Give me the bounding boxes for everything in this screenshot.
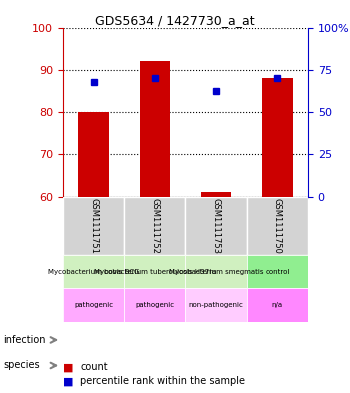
Text: Mycobacterium smegmatis: Mycobacterium smegmatis	[169, 268, 263, 275]
FancyBboxPatch shape	[247, 288, 308, 322]
Text: ■: ■	[63, 362, 74, 373]
Text: non-pathogenic: non-pathogenic	[189, 302, 244, 309]
Bar	[201, 193, 231, 196]
Text: pathogenic: pathogenic	[74, 302, 113, 309]
FancyBboxPatch shape	[124, 196, 186, 255]
FancyBboxPatch shape	[63, 288, 124, 322]
FancyBboxPatch shape	[247, 255, 308, 288]
Bar	[262, 78, 293, 196]
Text: percentile rank within the sample: percentile rank within the sample	[80, 376, 245, 386]
Text: n/a: n/a	[272, 302, 283, 309]
Text: GSM1111753: GSM1111753	[212, 198, 220, 253]
Bar	[140, 61, 170, 196]
Text: Mycobacterium bovis BCG: Mycobacterium bovis BCG	[48, 268, 139, 275]
FancyBboxPatch shape	[124, 288, 186, 322]
Text: species: species	[4, 360, 40, 371]
Text: GSM1111751: GSM1111751	[89, 198, 98, 253]
FancyBboxPatch shape	[247, 196, 308, 255]
Text: GDS5634 / 1427730_a_at: GDS5634 / 1427730_a_at	[95, 14, 255, 27]
Text: Mycobacterium tuberculosis H37ra: Mycobacterium tuberculosis H37ra	[94, 268, 216, 275]
Text: ■: ■	[63, 376, 74, 386]
Bar	[78, 112, 109, 196]
FancyBboxPatch shape	[186, 288, 247, 322]
Text: count: count	[80, 362, 108, 373]
FancyBboxPatch shape	[63, 255, 124, 288]
Text: pathogenic: pathogenic	[135, 302, 174, 309]
Text: infection: infection	[4, 335, 46, 345]
FancyBboxPatch shape	[186, 196, 247, 255]
FancyBboxPatch shape	[63, 196, 124, 255]
FancyBboxPatch shape	[124, 255, 186, 288]
Text: GSM1111750: GSM1111750	[273, 198, 282, 253]
FancyBboxPatch shape	[186, 255, 247, 288]
Text: GSM1111752: GSM1111752	[150, 198, 159, 253]
Text: control: control	[265, 268, 289, 275]
